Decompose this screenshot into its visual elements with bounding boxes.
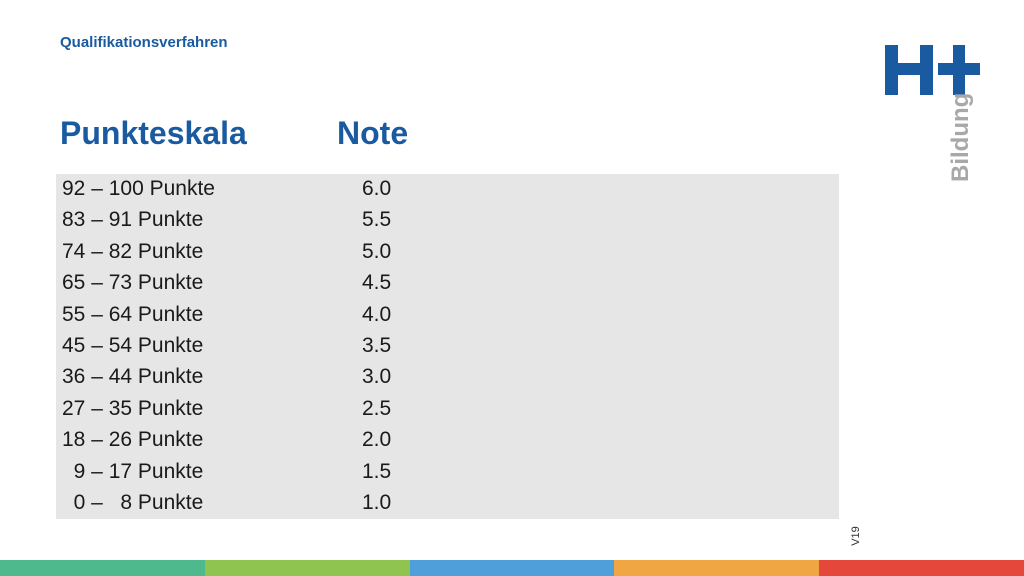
grade-value: 6.0 [362,177,392,200]
points-range: 18 – 26 Punkte [62,428,204,452]
version-label: V19 [850,526,862,546]
table-row: 36 – 44 Punkte 3.0 [56,362,839,393]
grade-value: 1.5 [362,459,392,483]
grade-value: 3.5 [362,334,392,357]
table-row: 83 – 91 Punkte 5.5 [56,205,839,236]
points-range: 83 – 91 Punkte [62,208,204,232]
footer-color-segment [614,560,820,576]
footer-color-segment [819,560,1024,576]
table-row: 55 – 64 Punkte 4.0 [56,300,839,331]
grade-value: 2.0 [362,428,392,452]
points-range: 0 – 8 Punkte [62,491,204,514]
footer-color-segment [409,560,615,576]
slide-subtitle: Qualifikationsverfahren [60,34,228,51]
grade-value: 4.0 [362,302,392,326]
grade-table: 92 – 100 Punkte 6.0 83 – 91 Punkte 5.5 74 – … [56,174,839,519]
svg-text:Bildung: Bildung [947,93,974,182]
table-row: 45 – 54 Punkte 3.5 [56,331,839,362]
column-heading-grade: Note [337,115,409,151]
table-row: 9 – 17 Punkte 1.5 [56,457,839,488]
table-row: 74 – 82 Punkte 5.0 [56,237,839,268]
footer-color-segment [0,560,205,576]
grade-value: 5.0 [362,239,392,263]
hplus-bildung-logo: Bildung [880,40,990,190]
table-row: 92 – 100 Punkte 6.0 [56,174,839,205]
grade-value: 4.5 [362,271,392,295]
footer-color-segment [204,560,410,576]
grade-value: 2.5 [362,396,392,420]
table-row: 65 – 73 Punkte 4.5 [56,268,839,299]
points-range: 92 – 100 Punkte [62,177,215,200]
hplus-logo-icon: Bildung [885,45,980,182]
table-row: 27 – 35 Punkte 2.5 [56,394,839,425]
grade-value: 1.0 [362,491,392,514]
points-range: 45 – 54 Punkte [62,334,204,357]
points-range: 36 – 44 Punkte [62,365,204,389]
footer-color-bar [0,560,1024,576]
grade-value: 5.5 [362,208,392,232]
grade-value: 3.0 [362,365,392,389]
points-range: 55 – 64 Punkte [62,302,204,326]
table-row: 18 – 26 Punkte 2.0 [56,425,839,456]
points-range: 74 – 82 Punkte [62,239,204,263]
points-range: 9 – 17 Punkte [62,459,204,483]
points-range: 27 – 35 Punkte [62,396,204,420]
table-row: 0 – 8 Punkte 1.0 [56,488,839,519]
column-heading-points: Punkteskala [60,115,247,151]
points-range: 65 – 73 Punkte [62,271,204,295]
